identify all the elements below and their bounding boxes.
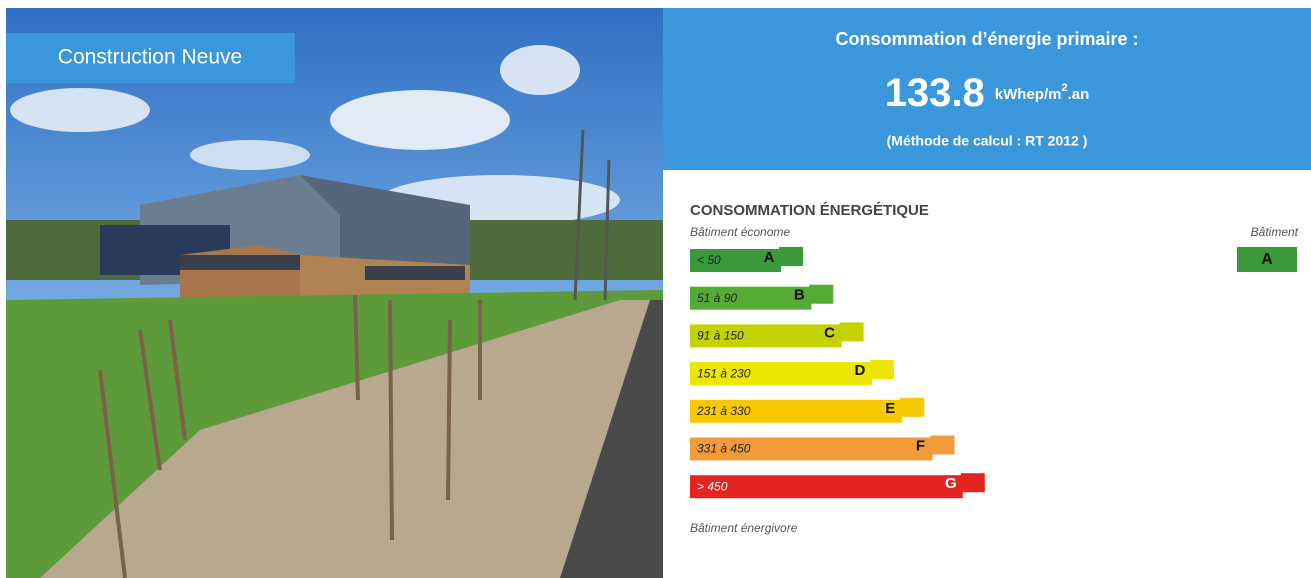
energy-bar-tip xyxy=(870,360,894,379)
energy-bar-tip xyxy=(840,322,864,341)
page: Construction Neuve Consommation d’énergi… xyxy=(0,0,1311,578)
energy-bar-tip xyxy=(961,473,985,492)
energy-letter: C xyxy=(824,324,835,341)
energy-range: 331 à 450 xyxy=(697,442,751,456)
building-class: A xyxy=(1261,251,1273,268)
energy-bar-tip xyxy=(779,247,803,266)
energy-range: 231 à 330 xyxy=(696,404,751,418)
page-canvas: Construction Neuve Consommation d’énergi… xyxy=(0,0,1311,578)
energy-letter: G xyxy=(945,475,957,492)
energy-range: 151 à 230 xyxy=(697,366,751,380)
energy-range: 91 à 150 xyxy=(697,329,744,343)
energy-range: 51 à 90 xyxy=(697,291,737,305)
energy-letter: E xyxy=(885,400,895,417)
energy-classes: < 50 A 51 à 90 B 91 à 150 C 151 à 230 D 231 à 33… xyxy=(690,247,985,498)
header-unit: kWhep/m xyxy=(995,86,1062,103)
energy-range: < 50 xyxy=(697,253,721,267)
photo xyxy=(6,8,663,578)
energy-bar xyxy=(690,475,963,498)
header-method: (Méthode de calcul : RT 2012 ) xyxy=(887,133,1088,149)
energy-bottom-note: Bâtiment énergivore xyxy=(690,521,798,535)
energy-letter: D xyxy=(854,362,865,379)
header-title: Consommation d’énergie primaire : xyxy=(835,29,1138,49)
energy-bar-tip xyxy=(931,436,955,455)
energy-bar-tip xyxy=(809,285,833,304)
energy-letter: B xyxy=(794,287,805,304)
energy-letter: A xyxy=(764,249,775,266)
building-heading: Bâtiment xyxy=(1251,225,1299,239)
photo-label: Construction Neuve xyxy=(58,46,242,69)
header-value: 133.8 xyxy=(885,71,985,115)
energy-letter: F xyxy=(916,437,925,454)
energy-range: > 450 xyxy=(697,479,728,493)
header-unit-suffix: .an xyxy=(1068,86,1090,103)
energy-top-note: Bâtiment économe xyxy=(690,225,790,239)
energy-bar-tip xyxy=(900,398,924,417)
energy-title: CONSOMMATION ÉNERGÉTIQUE xyxy=(690,202,929,219)
